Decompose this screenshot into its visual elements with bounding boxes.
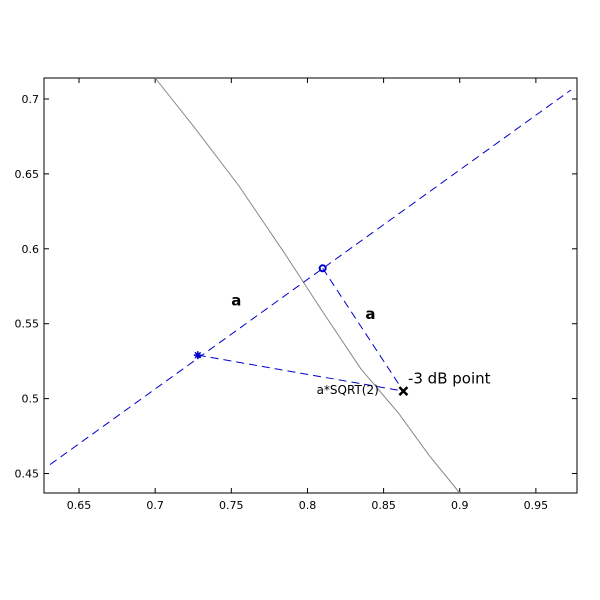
y-tick-label: 0.65 [15, 168, 40, 181]
annotation-label: -3 dB point [408, 370, 491, 388]
x-tick-label: 0.75 [219, 499, 244, 512]
y-tick-label: 0.55 [15, 318, 40, 331]
annotation-label: a [231, 292, 241, 310]
marker-cross [398, 386, 409, 397]
y-tick-label: 0.5 [22, 393, 40, 406]
y-tick-label: 0.7 [22, 93, 40, 106]
x-tick-label: 0.9 [451, 499, 469, 512]
x-tick-label: 0.7 [146, 499, 164, 512]
x-tick-label: 0.65 [67, 499, 92, 512]
y-tick-label: 0.6 [22, 243, 40, 256]
x-tick-label: 0.85 [371, 499, 396, 512]
plot-frame [43, 77, 578, 494]
series-line-1 [49, 89, 572, 465]
y-tick-label: 0.45 [15, 468, 40, 481]
series-line-3 [322, 267, 404, 392]
series-line-0 [154, 77, 461, 494]
marker-circle [318, 264, 327, 273]
x-tick-label: 0.95 [524, 499, 549, 512]
annotation-label: a [365, 305, 375, 323]
x-tick-label: 0.8 [299, 499, 317, 512]
series-line-2 [197, 354, 404, 392]
marker-star [193, 351, 202, 360]
annotation-label: a*SQRT(2) [317, 383, 379, 397]
